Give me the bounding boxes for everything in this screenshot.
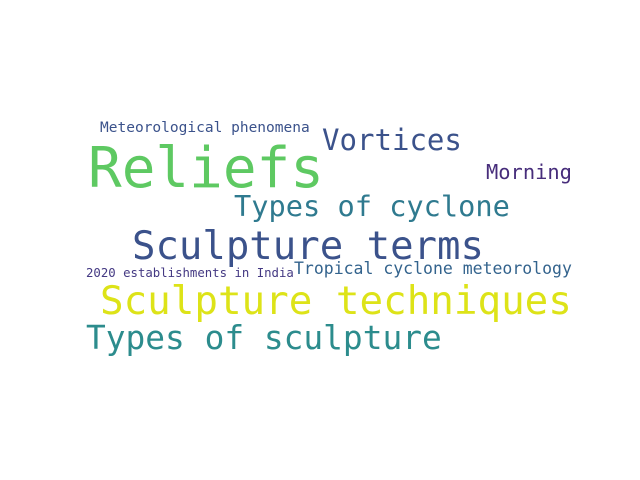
word-vortices: Vortices [322,123,462,158]
word-tropical-cyclone-meteorology: Tropical cyclone meteorology [294,258,572,278]
word-morning: Morning [486,159,572,184]
word-meteorological-phenomena: Meteorological phenomena [100,119,310,136]
word-reliefs: Reliefs [88,136,324,201]
word-types-of-cyclone: Types of cyclone [234,188,510,223]
word-2020-establishments-in-india: 2020 establishments in India [86,265,294,280]
word-types-of-sculpture: Types of sculpture [86,318,442,357]
word-sculpture-techniques: Sculpture techniques [100,279,572,325]
word-sculpture-terms: Sculpture terms [132,223,484,269]
